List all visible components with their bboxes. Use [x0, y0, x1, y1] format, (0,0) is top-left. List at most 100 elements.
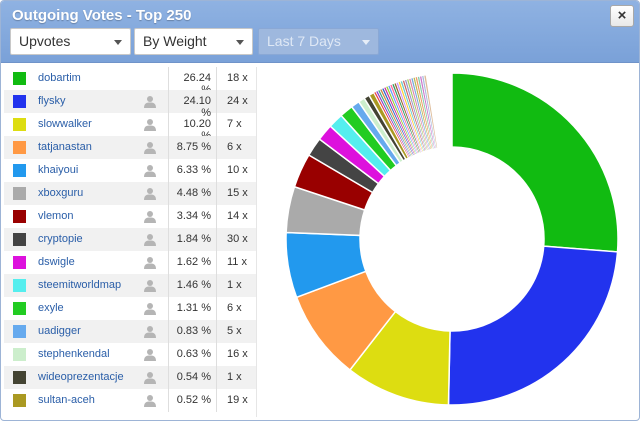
user-profile-icon[interactable] [144, 164, 156, 177]
user-profile-icon[interactable] [144, 233, 156, 246]
donut-chart-svg [285, 72, 619, 406]
color-swatch [13, 371, 26, 384]
period-select: Last 7 Days [258, 28, 379, 55]
vote-count: 16 x [227, 348, 248, 360]
vote-count: 11 x [227, 256, 247, 268]
voter-row: khaiyoui 6.33 % 10 x [4, 159, 256, 182]
voter-name-link[interactable]: dobartim [38, 72, 81, 84]
voter-name-link[interactable]: flysky [38, 95, 66, 107]
voter-name-link[interactable]: stephenkendal [38, 348, 110, 360]
voter-row: dswigle 1.62 % 11 x [4, 251, 256, 274]
vote-percent: 6.33 % [176, 164, 211, 176]
voter-row: wideoprezentacje 0.54 % 1 x [4, 366, 256, 389]
color-swatch [13, 279, 26, 292]
voter-name-link[interactable]: vlemon [38, 210, 74, 222]
user-profile-icon[interactable] [144, 302, 156, 315]
column-divider [216, 136, 217, 159]
color-swatch [13, 118, 26, 131]
vote-percent: 0.52 % [176, 394, 211, 406]
color-swatch [13, 302, 26, 315]
period-value: Last 7 Days [267, 33, 341, 49]
voter-name-link[interactable]: wideoprezentacje [38, 371, 124, 383]
vote-type-select[interactable]: Upvotes [10, 28, 131, 55]
user-profile-icon[interactable] [144, 118, 156, 131]
vote-count: 19 x [227, 394, 248, 406]
voter-name-link[interactable]: cryptopie [38, 233, 83, 245]
sort-by-value: By Weight [143, 33, 207, 49]
vote-count: 6 x [227, 302, 242, 314]
voter-row: sultan-aceh 0.52 % 19 x [4, 389, 256, 412]
vote-count: 10 x [227, 164, 248, 176]
voter-row: steemitworldmap 1.46 % 1 x [4, 274, 256, 297]
voter-name-link[interactable]: steemitworldmap [38, 279, 122, 291]
column-divider [168, 159, 169, 182]
column-divider [216, 389, 217, 412]
close-button[interactable]: × [610, 5, 634, 27]
voter-row: stephenkendal 0.63 % 16 x [4, 343, 256, 366]
sort-by-select[interactable]: By Weight [134, 28, 253, 55]
column-divider [168, 205, 169, 228]
vote-percent: 0.83 % [176, 325, 211, 337]
column-divider [168, 297, 169, 320]
column-divider [216, 159, 217, 182]
column-divider [168, 366, 169, 389]
vote-count: 1 x [227, 371, 242, 383]
user-profile-icon[interactable] [144, 394, 156, 407]
color-swatch [13, 256, 26, 269]
voter-row: exyle 1.31 % 6 x [4, 297, 256, 320]
user-profile-icon[interactable] [144, 325, 156, 338]
color-swatch [13, 187, 26, 200]
user-profile-icon[interactable] [144, 187, 156, 200]
color-swatch [13, 95, 26, 108]
color-swatch [13, 394, 26, 407]
donut-slice-dobartim[interactable] [451, 72, 619, 253]
color-swatch [13, 72, 26, 85]
column-divider [168, 228, 169, 251]
column-divider [168, 182, 169, 205]
voter-row: flysky 24.10 % 24 x [4, 90, 256, 119]
vote-count: 7 x [227, 118, 242, 130]
vote-count: 14 x [227, 210, 248, 222]
color-swatch [13, 141, 26, 154]
vote-count: 18 x [227, 72, 248, 84]
voter-name-link[interactable]: khaiyoui [38, 164, 79, 176]
column-divider [168, 274, 169, 297]
voter-row: xboxguru 4.48 % 15 x [4, 182, 256, 205]
user-profile-icon[interactable] [144, 210, 156, 223]
voter-name-link[interactable]: slowwalker [38, 118, 92, 130]
voter-name-link[interactable]: xboxguru [38, 187, 84, 199]
column-divider [216, 205, 217, 228]
user-profile-icon[interactable] [144, 371, 156, 384]
chevron-down-icon [236, 40, 244, 45]
voter-name-link[interactable]: exyle [38, 302, 64, 314]
user-profile-icon[interactable] [144, 141, 156, 154]
vote-count: 1 x [227, 279, 242, 291]
column-divider [216, 251, 217, 274]
voter-name-link[interactable]: uadigger [38, 325, 81, 337]
column-divider [168, 320, 169, 343]
column-divider [168, 67, 169, 90]
user-profile-icon[interactable] [144, 279, 156, 292]
column-divider [216, 366, 217, 389]
voter-name-link[interactable]: dswigle [38, 256, 75, 268]
voter-name-link[interactable]: sultan-aceh [38, 394, 95, 406]
donut-slice-flysky[interactable] [447, 245, 619, 406]
voter-row: cryptopie 1.84 % 30 x [4, 228, 256, 251]
vote-count: 30 x [227, 233, 248, 245]
color-swatch [13, 210, 26, 223]
user-profile-icon[interactable] [144, 348, 156, 361]
column-divider [168, 90, 169, 113]
voter-row: uadigger 0.83 % 5 x [4, 320, 256, 343]
user-profile-icon[interactable] [144, 256, 156, 269]
vote-percent: 0.63 % [176, 348, 211, 360]
voter-name-link[interactable]: tatjanastan [38, 141, 92, 153]
vote-percent: 8.75 % [176, 141, 211, 153]
column-divider [216, 297, 217, 320]
donut-slice-other[interactable] [423, 74, 439, 149]
user-profile-icon[interactable] [144, 95, 156, 108]
column-divider [216, 67, 217, 90]
vote-percent: 1.46 % [176, 279, 211, 291]
